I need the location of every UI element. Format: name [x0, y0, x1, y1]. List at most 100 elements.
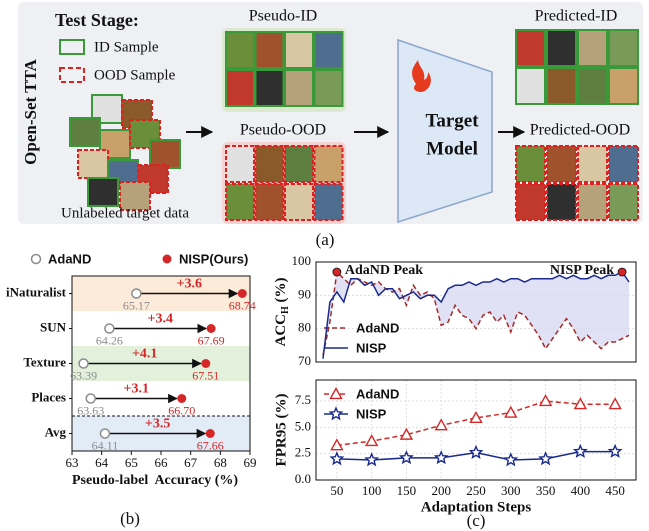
x-tick-label: 350: [536, 483, 556, 498]
legend-marker: [330, 408, 341, 419]
y-axis-label-part: ACC: [273, 314, 289, 347]
x-tick-label: 65: [125, 455, 138, 470]
source-label: Unlabeled target data: [61, 205, 189, 221]
nisp-point: [201, 359, 210, 368]
image-tile: [315, 70, 343, 106]
x-tick-label: 66: [155, 455, 169, 470]
image-tile: [516, 68, 545, 104]
gain-label: +3.4: [148, 312, 173, 327]
series-marker: [331, 453, 342, 464]
value-label: 67.51: [192, 368, 219, 382]
category-label: iNaturalist: [6, 284, 67, 299]
nisp-point: [206, 429, 215, 438]
y-axis-label: FPR95 (%): [273, 394, 289, 467]
adand-point: [79, 359, 88, 368]
image-tile: [256, 32, 284, 68]
x-tick-label: 100: [362, 483, 382, 498]
y-tick-label: 100: [292, 253, 312, 268]
predicted-id-label: Predicted-ID: [535, 8, 618, 25]
adand-point: [132, 289, 141, 298]
series-marker: [609, 446, 620, 457]
x-tick-label: 67: [184, 455, 198, 470]
value-label: 63.63: [77, 403, 104, 417]
series-marker: [470, 447, 481, 458]
image-tile: [226, 184, 254, 220]
image-tile: [285, 184, 313, 220]
caption: (a): [316, 230, 335, 249]
figure: Open-Set TTA Test Stage: ID Sample OOD S…: [0, 0, 649, 531]
image-tile: [516, 30, 545, 66]
legend-label: AdaND: [356, 386, 399, 401]
image-tile: [315, 32, 343, 68]
x-tick-label: 450: [605, 483, 625, 498]
series-marker: [436, 420, 447, 430]
gain-label: +4.1: [132, 347, 157, 362]
y-tick-label: 80: [298, 320, 311, 335]
image-tile: [285, 146, 313, 182]
image-tile: [150, 140, 180, 168]
side-label: Open-Set TTA: [21, 58, 40, 164]
image-tile: [256, 184, 284, 220]
x-tick-label: 64: [95, 455, 109, 470]
category-label: Places: [31, 389, 66, 404]
image-tile: [547, 146, 576, 182]
y-axis-label-part: (%): [273, 277, 289, 306]
image-tile: [226, 70, 254, 106]
image-tile: [256, 146, 284, 182]
legend-title: Test Stage:: [55, 10, 139, 30]
image-tile: [578, 68, 607, 104]
series-marker: [366, 454, 378, 465]
series-marker: [505, 454, 516, 465]
legend-label: NISP: [356, 406, 387, 421]
y-axis-label: ACCH (%): [273, 277, 291, 346]
x-tick-label: 69: [244, 455, 257, 470]
value-label: 66.70: [168, 403, 195, 417]
value-label: 67.69: [198, 333, 225, 347]
gain-label: +3.1: [123, 382, 148, 397]
x-tick-label: 400: [571, 483, 591, 498]
image-tile: [78, 150, 108, 178]
image-tile: [285, 32, 313, 68]
series-marker: [366, 436, 377, 446]
y-tick-label: 2.5: [295, 445, 311, 460]
x-tick-label: 200: [431, 483, 451, 498]
gain-label: +3.5: [145, 417, 170, 432]
x-tick-label: 300: [501, 483, 521, 498]
x-tick-label: 68: [214, 455, 227, 470]
series-marker: [610, 399, 621, 409]
y-tick-label: 70: [298, 353, 311, 368]
nisp-point: [177, 394, 186, 403]
series-marker: [540, 453, 551, 464]
nisp-point: [207, 324, 216, 333]
image-tile: [315, 146, 343, 182]
legend-marker: [32, 255, 41, 264]
value-label: 68.74: [229, 298, 256, 312]
value-label: 65.17: [123, 298, 150, 312]
image-tile: [578, 146, 607, 182]
series-marker: [401, 452, 412, 463]
series-marker: [540, 396, 551, 406]
model-label: Model: [426, 138, 478, 159]
image-tile: [609, 146, 638, 182]
legend-label: OOD Sample: [94, 67, 176, 83]
legend-label: AdaND: [48, 251, 91, 266]
category-label: Avg: [45, 424, 67, 439]
predicted-ood-label: Predicted-OOD: [530, 122, 630, 139]
adand-point: [105, 324, 114, 333]
legend-label: NISP(Ours): [179, 251, 248, 266]
x-axis-label: Pseudo-label Accuracy (%): [72, 473, 238, 488]
y-tick-label: 90: [298, 286, 311, 301]
image-tile: [70, 118, 100, 146]
peak-label: AdaND Peak: [345, 263, 423, 278]
image-tile: [226, 32, 254, 68]
image-tile: [88, 178, 118, 206]
image-tile: [516, 146, 545, 182]
x-tick-label: 50: [330, 483, 343, 498]
category-label: SUN: [40, 319, 67, 334]
peak-label: NISP Peak: [550, 263, 614, 278]
legend-marker: [163, 255, 172, 264]
peak-marker: [333, 268, 341, 276]
x-tick-label: 250: [466, 483, 486, 498]
y-tick-label: 7.5: [295, 392, 311, 407]
image-tile: [578, 30, 607, 66]
